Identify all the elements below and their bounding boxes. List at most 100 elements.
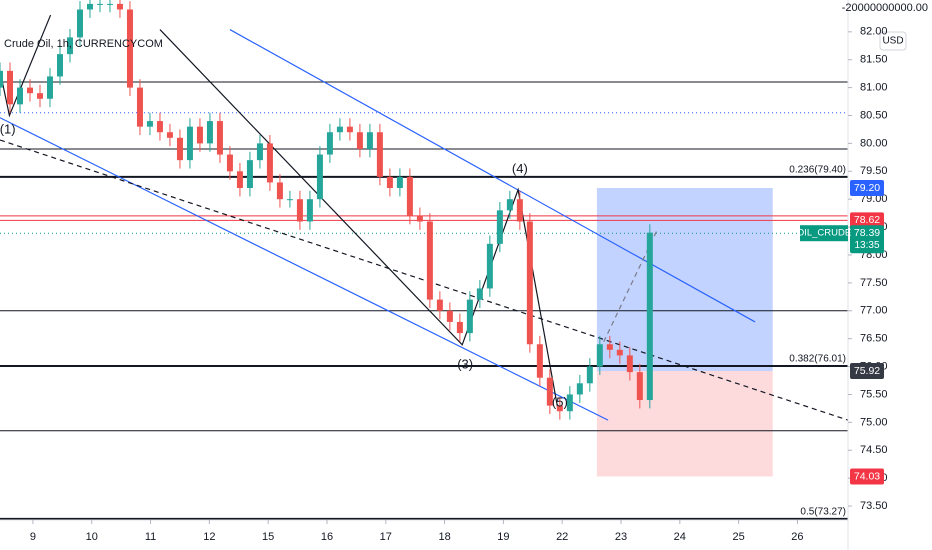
candle-body	[356, 132, 363, 149]
candle-body	[626, 355, 633, 373]
candle-body	[126, 9, 133, 88]
candle-body	[646, 232, 653, 401]
countdown: 13:35	[854, 240, 879, 251]
price-badge-label: 78.39	[854, 227, 880, 239]
candle-body	[226, 154, 233, 172]
candle-body	[316, 154, 323, 200]
trendline	[0, 139, 848, 421]
candle-body	[96, 3, 103, 5]
price-badge	[850, 468, 884, 485]
x-tick-label: 24	[674, 531, 686, 543]
currency[interactable]: USD	[882, 36, 903, 47]
candle-body	[26, 87, 33, 94]
candle-body	[276, 182, 283, 200]
candle-body	[106, 3, 113, 5]
candle-body	[66, 37, 73, 55]
candle-body	[186, 126, 193, 161]
y-tick-label: 79.00	[860, 193, 888, 205]
wave-label: (5)	[552, 394, 568, 409]
plot-area: 0.236(79.40) 0.382(76.01) 0.5(73.27) (1) (3)…	[0, 0, 848, 520]
price-badge	[850, 363, 884, 380]
candle-body	[236, 171, 243, 189]
level-label: 0.236(79.40)	[789, 165, 846, 176]
candle-body	[616, 349, 623, 356]
price-badge-label: 78.62	[854, 214, 880, 226]
axis-header: -20000000000.00	[842, 2, 928, 14]
candle-body	[556, 405, 563, 412]
y-tick-label: 80.00	[860, 137, 888, 149]
candle-body	[466, 299, 473, 334]
x-tick-label: 25	[732, 531, 744, 543]
x-tick-label: 16	[321, 531, 333, 543]
candle-body	[636, 372, 643, 401]
x-tick-label: 10	[86, 531, 98, 543]
candle-body	[136, 87, 143, 127]
candle-body	[296, 199, 303, 222]
currency-box[interactable]	[879, 31, 907, 51]
x-tick-label: 22	[556, 531, 568, 543]
candle-body	[436, 299, 443, 311]
candle-body	[406, 176, 413, 216]
trendline	[0, 14, 52, 118]
y-tick-label: 80.50	[860, 109, 888, 121]
candle-body	[486, 243, 493, 289]
x-tick-label: 9	[30, 531, 36, 543]
candle-body	[266, 143, 273, 183]
candle-body	[36, 93, 43, 99]
x-tick-label: 15	[262, 531, 274, 543]
symbol-tag	[800, 225, 848, 242]
candle-body	[426, 221, 433, 300]
profit-zone	[596, 188, 773, 372]
candle-body	[216, 121, 223, 155]
candle-body	[506, 199, 513, 211]
chart-title: Crude Oil, 1h, CURRENCYCOM	[4, 38, 163, 50]
candle-body	[576, 383, 583, 395]
y-tick-label: 81.00	[860, 82, 888, 94]
x-tick-label: 17	[380, 531, 392, 543]
candle-body	[56, 54, 63, 77]
trendline	[229, 29, 756, 323]
candle-body	[476, 288, 483, 300]
y-tick-label: 77.00	[860, 305, 888, 317]
candle-body	[516, 199, 523, 222]
candle-body	[166, 132, 173, 138]
candle-body	[446, 310, 453, 322]
candle-body	[116, 3, 123, 10]
candle-body	[196, 126, 203, 144]
candle-body	[286, 199, 293, 201]
price-badge-label: 75.92	[854, 365, 880, 377]
candle-body	[306, 199, 313, 222]
wave-label: (1)	[0, 121, 16, 136]
candle-body	[246, 160, 253, 189]
candle-body	[376, 132, 383, 177]
candle-body	[456, 321, 463, 334]
wave-label: (3)	[457, 356, 473, 371]
trendline	[0, 117, 609, 421]
candle-body	[0, 70, 3, 88]
price-badge	[850, 180, 884, 197]
price-badge-label: 74.03	[854, 470, 880, 482]
candle-body	[176, 137, 183, 161]
x-tick-label: 23	[615, 531, 627, 543]
x-tick-label: 11	[145, 531, 156, 543]
candle-body	[606, 344, 613, 350]
y-tick-label: 75.50	[860, 388, 888, 400]
price-badge-label: 79.20	[854, 182, 880, 194]
loss-zone	[596, 371, 773, 477]
candle-body	[6, 70, 13, 105]
candle-body	[536, 344, 543, 378]
x-tick-label: 26	[791, 531, 803, 543]
candle-body	[396, 176, 403, 189]
y-tick-label: 73.50	[860, 500, 888, 512]
y-tick-label: 75.00	[860, 416, 888, 428]
candle-body	[596, 344, 603, 367]
candle-body	[256, 143, 263, 161]
candle-body	[46, 76, 53, 99]
candle-body	[416, 215, 423, 222]
candle-body	[76, 9, 83, 38]
x-tick-label: 12	[203, 531, 215, 543]
wave-label: (4)	[512, 161, 528, 176]
candle-body	[206, 121, 213, 144]
